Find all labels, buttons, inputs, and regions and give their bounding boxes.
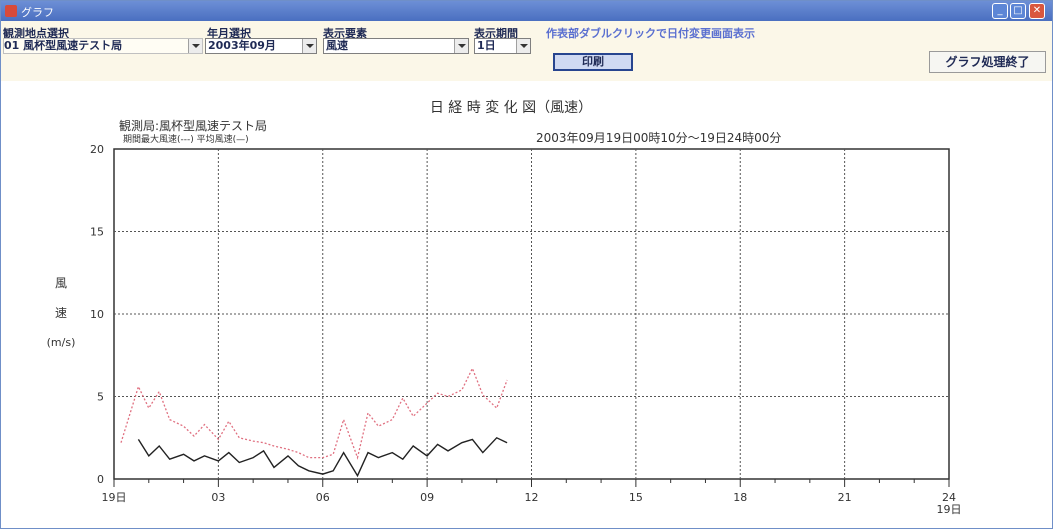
month-select-value: 2003年09月 bbox=[208, 39, 276, 52]
chevron-down-icon[interactable] bbox=[302, 39, 316, 53]
plot-area: 0 5 10 15 20 19日 03 06 09 12 15 18 21 24 19日 bbox=[90, 143, 962, 516]
y-tick-label: 10 bbox=[90, 308, 104, 321]
x-tick-label: 15 bbox=[629, 491, 643, 504]
chart-title: 日 経 時 変 化 図（風速） bbox=[430, 99, 592, 116]
x-tick-label: 18 bbox=[733, 491, 747, 504]
max-wind-speed-line bbox=[120, 366, 508, 460]
maximize-icon[interactable]: □ bbox=[1010, 3, 1026, 19]
station-label: 観測地点選択 bbox=[3, 27, 69, 40]
chevron-down-icon[interactable] bbox=[188, 39, 202, 53]
close-icon[interactable]: ✕ bbox=[1029, 3, 1045, 19]
end-graph-button[interactable]: グラフ処理終了 bbox=[929, 51, 1046, 73]
print-button[interactable]: 印刷 bbox=[553, 53, 633, 71]
y-tick-label: 20 bbox=[90, 143, 104, 156]
y-tick-label: 0 bbox=[97, 473, 104, 486]
title-bar[interactable]: グラフ _ □ ✕ bbox=[1, 1, 1052, 21]
average-wind-speed-line bbox=[137, 436, 508, 478]
element-select[interactable]: 風速 bbox=[323, 38, 469, 54]
period-select[interactable]: 1日 bbox=[474, 38, 531, 54]
element-select-value: 風速 bbox=[326, 39, 348, 52]
chart-area[interactable]: 日 経 時 変 化 図（風速） 観測局:風杯型風速テスト局 期間最大風速(---… bbox=[1, 81, 1052, 529]
y-axis-label-line-2: 速 bbox=[55, 306, 67, 320]
chevron-down-icon[interactable] bbox=[454, 39, 468, 53]
period-text: 2003年09月19日00時10分～19日24時00分 bbox=[536, 131, 781, 145]
x-tick-label: 03 bbox=[211, 491, 225, 504]
station-select-value: 01 風杯型風速テスト局 bbox=[4, 39, 123, 52]
y-tick-label: 15 bbox=[90, 226, 104, 239]
y-tick-label: 5 bbox=[97, 391, 104, 404]
toolbar: 観測地点選択 年月選択 表示要素 表示期間 作表部ダブルクリックで日付変更画面表… bbox=[1, 21, 1052, 81]
x-tick-label: 21 bbox=[838, 491, 852, 504]
x-tick-label: 12 bbox=[525, 491, 539, 504]
y-axis-label-line-1: 風 bbox=[55, 276, 67, 290]
period-select-value: 1日 bbox=[477, 39, 496, 52]
month-label: 年月選択 bbox=[207, 27, 251, 40]
hint-text: 作表部ダブルクリックで日付変更画面表示 bbox=[546, 27, 755, 40]
wind-speed-chart[interactable]: 日 経 時 変 化 図（風速） 観測局:風杯型風速テスト局 期間最大風速(---… bbox=[1, 81, 1052, 529]
window-title: グラフ bbox=[21, 6, 54, 19]
x-tick-label: 06 bbox=[316, 491, 330, 504]
app-icon bbox=[5, 5, 17, 17]
chevron-down-icon[interactable] bbox=[516, 39, 530, 53]
x-tick-label: 19日 bbox=[102, 491, 127, 504]
legend-line: 期間最大風速(---) 平均風速(—) bbox=[123, 133, 249, 145]
station-line: 観測局:風杯型風速テスト局 bbox=[119, 119, 267, 133]
period-label: 表示期間 bbox=[474, 27, 518, 40]
month-select[interactable]: 2003年09月 bbox=[205, 38, 317, 54]
element-label: 表示要素 bbox=[323, 27, 367, 40]
station-select[interactable]: 01 風杯型風速テスト局 bbox=[3, 38, 203, 54]
x-tick-label: 09 bbox=[420, 491, 434, 504]
minimize-icon[interactable]: _ bbox=[992, 3, 1008, 19]
x-tick-label: 24 19日 bbox=[937, 491, 962, 516]
y-axis-label-line-3: (m/s) bbox=[47, 336, 76, 349]
